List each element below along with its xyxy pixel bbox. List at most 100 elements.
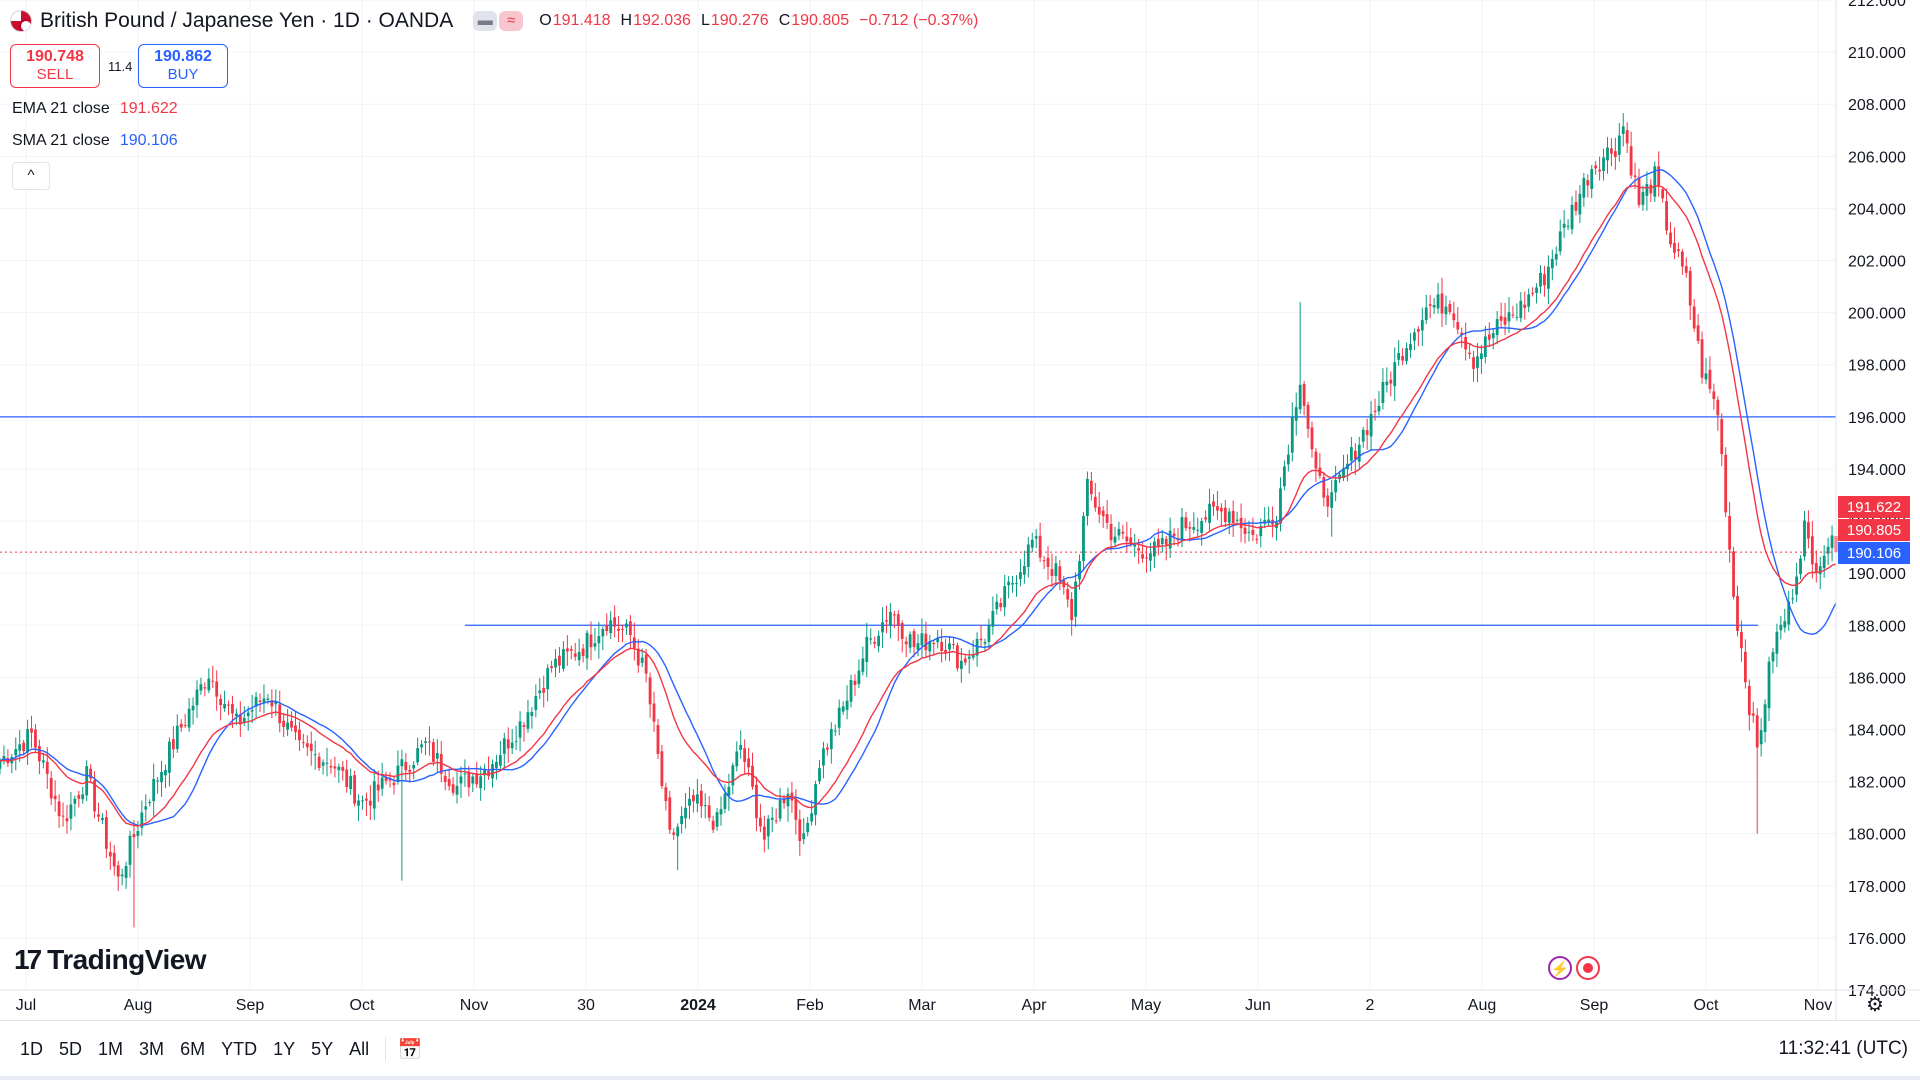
candle <box>818 760 821 785</box>
clock[interactable]: 11:32:41 (UTC) <box>1778 1038 1908 1059</box>
close-value: 190.805 <box>791 12 850 29</box>
candle <box>1125 521 1129 554</box>
candle <box>751 752 754 790</box>
candle <box>1338 470 1341 484</box>
candle <box>333 756 337 778</box>
candle <box>613 605 617 638</box>
candle <box>77 790 81 808</box>
candle <box>1483 325 1487 364</box>
record-icon[interactable] <box>1576 956 1600 980</box>
candle <box>37 739 41 775</box>
ema-legend[interactable]: EMA 21 close 191.622 <box>12 100 178 117</box>
candle <box>577 638 581 666</box>
settings-gear-icon[interactable]: ⚙ <box>1866 994 1884 1016</box>
chart-mode-toggle[interactable]: ▬ ≈ <box>473 11 524 31</box>
candle <box>1160 529 1164 553</box>
candle <box>128 830 132 878</box>
range-5y[interactable]: 5Y <box>311 1038 334 1059</box>
candle <box>546 664 550 702</box>
symbol-title[interactable]: British Pound / Japanese Yen · 1D · OAND… <box>40 9 454 32</box>
candle <box>762 815 766 853</box>
candle <box>1740 620 1743 662</box>
bottom-toolbar: 1D 5D 1M 3M 6M YTD 1Y 5Y All 📅 11:32:41 (UTC) <box>0 1020 1920 1077</box>
candle <box>1042 556 1046 570</box>
candle <box>1377 391 1381 416</box>
candle <box>45 747 49 789</box>
candle <box>22 739 26 756</box>
candle <box>187 698 191 732</box>
candle <box>1803 510 1806 561</box>
range-3m[interactable]: 3M <box>139 1038 165 1059</box>
candle <box>313 740 317 770</box>
candle <box>1491 328 1495 350</box>
candle <box>940 628 944 663</box>
sell-button[interactable]: 190.748 SELL <box>10 44 100 88</box>
candle <box>1673 227 1676 260</box>
candle <box>400 749 404 881</box>
date-range-icon[interactable]: 📅 <box>397 1038 423 1061</box>
candle <box>1629 131 1633 179</box>
horizontal-levels[interactable] <box>0 416 1836 626</box>
candle <box>1046 546 1050 580</box>
range-all[interactable]: All <box>349 1038 370 1059</box>
candle <box>837 699 841 736</box>
price-tick-label: 184.000 <box>1848 722 1906 739</box>
candle <box>1456 307 1460 335</box>
time-tick-label: Apr <box>1022 997 1048 1014</box>
candle <box>1468 344 1471 359</box>
candle <box>1476 343 1479 383</box>
candle <box>1763 699 1767 743</box>
candle <box>786 787 790 822</box>
candle <box>451 777 455 796</box>
time-axis[interactable]: Jul Aug Sep Oct Nov 30 2024 Feb Mar Apr May Jun 2 Aug… <box>0 989 1920 1014</box>
candle <box>85 760 89 802</box>
candle <box>1633 162 1637 190</box>
price-tick-label: 190.000 <box>1848 566 1906 583</box>
candle <box>1349 437 1353 471</box>
price-axis[interactable]: 212.000 210.000 208.000 206.000 204.000 202.0… <box>1835 0 1906 1020</box>
range-1d[interactable]: 1D <box>20 1038 44 1059</box>
candle <box>707 796 711 822</box>
price-tick-label: 180.000 <box>1848 827 1906 844</box>
candle <box>1050 553 1054 587</box>
buy-button[interactable]: 190.862 BUY <box>138 44 228 88</box>
gbp-jpy-flag-icon[interactable] <box>10 10 32 32</box>
range-ytd[interactable]: YTD <box>221 1038 258 1059</box>
time-tick-label: Sep <box>236 997 265 1014</box>
candle <box>562 640 565 672</box>
range-1m[interactable]: 1M <box>98 1038 124 1059</box>
candle <box>774 808 778 824</box>
candle <box>825 743 829 756</box>
candle <box>719 796 723 826</box>
candle <box>286 709 290 736</box>
tradingview-logo[interactable]: 17 TradingView <box>14 944 207 975</box>
candle <box>995 593 999 615</box>
candle <box>798 809 802 856</box>
price-tick-label: 186.000 <box>1848 670 1906 687</box>
candle <box>1641 185 1645 211</box>
time-tick-label: Oct <box>350 997 375 1014</box>
candle <box>695 778 699 813</box>
candle <box>1779 615 1783 640</box>
price-tick-label: 212.000 <box>1848 0 1906 10</box>
wave-icon[interactable]: ≈ <box>499 11 524 31</box>
candle <box>41 752 45 769</box>
collapse-legend-button[interactable]: ^ <box>12 162 50 190</box>
range-1y[interactable]: 1Y <box>273 1038 296 1059</box>
minus-icon[interactable]: ▬ <box>473 11 498 31</box>
candle <box>936 629 940 649</box>
candle <box>542 675 546 708</box>
range-5d[interactable]: 5D <box>59 1038 83 1059</box>
candle <box>656 718 660 759</box>
lightning-icon[interactable]: ⚡ <box>1548 956 1572 980</box>
price-chart[interactable]: 212.000 210.000 208.000 206.000 204.000 202.0… <box>0 0 1920 1020</box>
candle <box>1472 350 1475 382</box>
candle <box>246 706 250 731</box>
candle <box>885 605 888 634</box>
candle <box>1791 588 1795 605</box>
candle <box>715 807 719 831</box>
range-6m[interactable]: 6M <box>180 1038 206 1059</box>
candle <box>372 769 376 820</box>
candle <box>1302 380 1306 416</box>
sma-legend[interactable]: SMA 21 close 190.106 <box>12 132 178 149</box>
